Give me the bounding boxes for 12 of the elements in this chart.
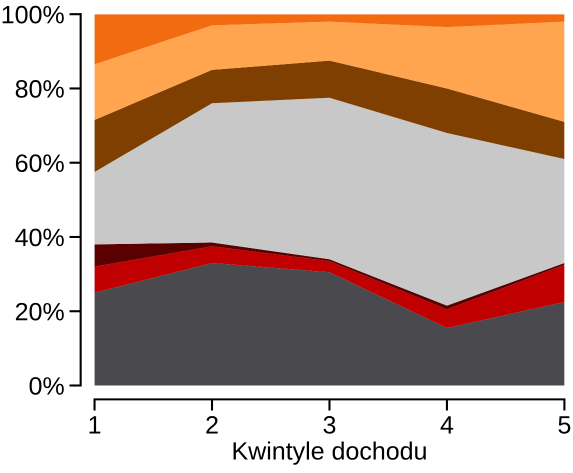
y-tick-label: 80% [16, 80, 64, 98]
x-tick-label: 5 [558, 416, 570, 434]
x-axis-title: Kwintyle dochodu [234, 441, 426, 465]
y-tick-label: 100% [2, 6, 64, 24]
y-tick-label: 60% [16, 154, 64, 172]
y-tick-label: 20% [16, 302, 64, 321]
x-tick-label: 3 [323, 416, 336, 434]
x-tick-label: 4 [440, 416, 454, 434]
x-tick-label: 1 [90, 416, 100, 434]
y-tick-label: 40% [15, 228, 64, 246]
x-tick-label: 2 [206, 416, 218, 434]
y-tick-label: 0% [30, 377, 64, 395]
